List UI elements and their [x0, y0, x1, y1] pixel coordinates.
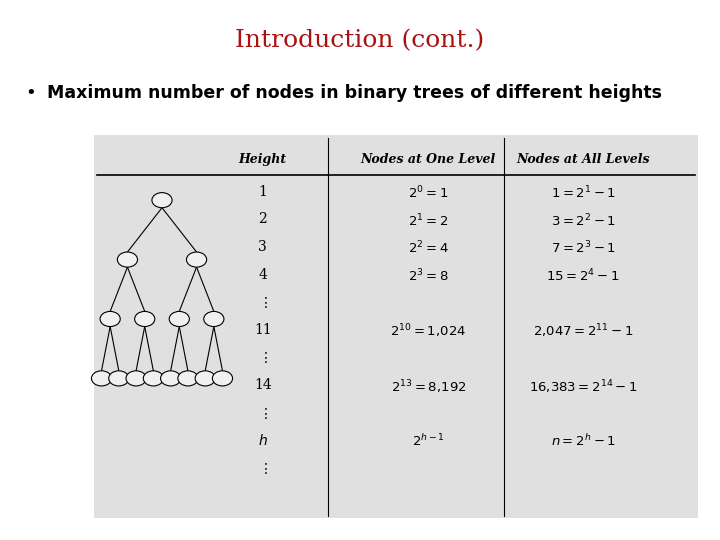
Circle shape: [126, 371, 146, 386]
Circle shape: [143, 371, 163, 386]
Text: $\vdots$: $\vdots$: [258, 406, 268, 421]
Text: 3: 3: [258, 240, 267, 254]
Text: $\vdots$: $\vdots$: [258, 350, 268, 366]
Text: $2^2 = 4$: $2^2 = 4$: [408, 240, 449, 256]
Text: Introduction (cont.): Introduction (cont.): [235, 30, 485, 53]
Circle shape: [135, 312, 155, 327]
Text: $16{,}383 = 2^{14} - 1$: $16{,}383 = 2^{14} - 1$: [528, 378, 638, 396]
Text: Nodes at All Levels: Nodes at All Levels: [516, 153, 650, 166]
Text: $2^1 = 2$: $2^1 = 2$: [408, 212, 449, 229]
Text: $n = 2^h - 1$: $n = 2^h - 1$: [551, 433, 616, 449]
Text: 4: 4: [258, 268, 267, 282]
Text: $2^{10} = 1{,}024$: $2^{10} = 1{,}024$: [390, 323, 467, 340]
Text: 11: 11: [254, 323, 271, 337]
Text: $2{,}047 = 2^{11} - 1$: $2{,}047 = 2^{11} - 1$: [533, 323, 634, 340]
Circle shape: [152, 193, 172, 208]
Text: $\vdots$: $\vdots$: [258, 295, 268, 310]
Text: Height: Height: [239, 153, 287, 166]
Circle shape: [109, 371, 129, 386]
Text: Nodes at One Level: Nodes at One Level: [361, 153, 496, 166]
Circle shape: [91, 371, 112, 386]
Text: $3 = 2^2 - 1$: $3 = 2^2 - 1$: [551, 212, 616, 229]
Circle shape: [161, 371, 181, 386]
Text: •: •: [25, 84, 36, 102]
Text: $\vdots$: $\vdots$: [258, 461, 268, 476]
Text: $7 = 2^3 - 1$: $7 = 2^3 - 1$: [551, 240, 616, 256]
Text: $2^3 = 8$: $2^3 = 8$: [408, 268, 449, 284]
Circle shape: [100, 312, 120, 327]
Text: $2^{h-1}$: $2^{h-1}$: [412, 433, 445, 449]
Text: 2: 2: [258, 212, 267, 226]
Circle shape: [117, 252, 138, 267]
Text: Maximum number of nodes in binary trees of different heights: Maximum number of nodes in binary trees …: [47, 84, 662, 102]
Text: $15 = 2^4 - 1$: $15 = 2^4 - 1$: [546, 268, 620, 284]
Circle shape: [212, 371, 233, 386]
Text: $2^{13} = 8{,}192$: $2^{13} = 8{,}192$: [391, 378, 466, 396]
Bar: [94, 135, 698, 518]
Circle shape: [178, 371, 198, 386]
Circle shape: [186, 252, 207, 267]
Text: $2^0 = 1$: $2^0 = 1$: [408, 185, 449, 201]
Text: 14: 14: [254, 378, 271, 392]
Text: 1: 1: [258, 185, 267, 199]
Circle shape: [195, 371, 215, 386]
Circle shape: [169, 312, 189, 327]
Text: $1 = 2^1 - 1$: $1 = 2^1 - 1$: [551, 185, 616, 201]
Text: $h$: $h$: [258, 433, 268, 448]
Circle shape: [204, 312, 224, 327]
